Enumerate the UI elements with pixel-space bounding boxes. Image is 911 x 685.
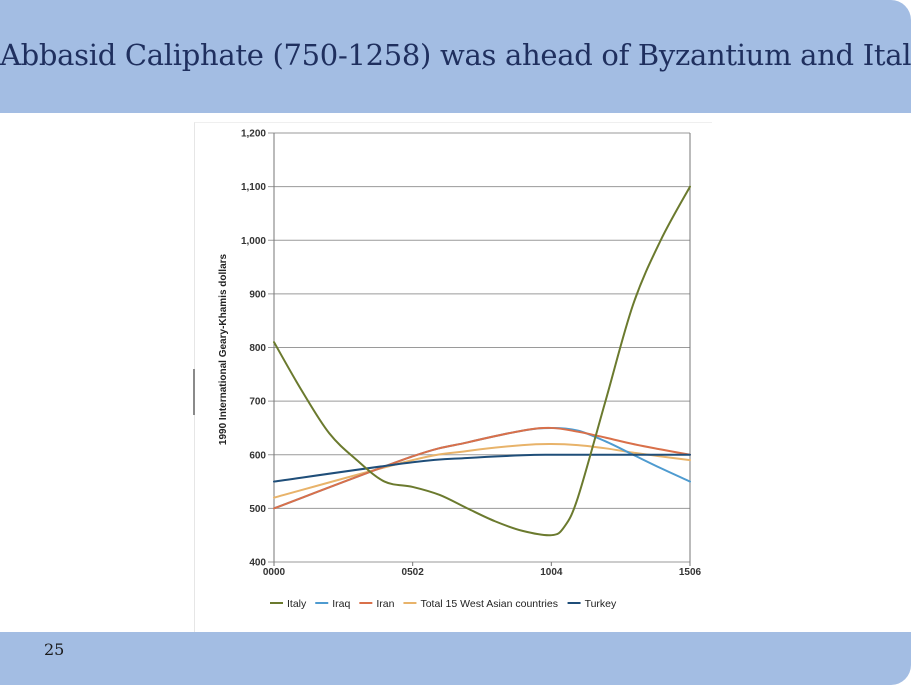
x-tick-label: 1004 — [540, 567, 563, 578]
chart-frame — [194, 122, 712, 633]
x-tick-label: 1506 — [679, 567, 702, 578]
y-axis-label: 1990 International Geary-Khamis dollars — [218, 253, 229, 445]
x-tick-label: 0502 — [402, 567, 425, 578]
series-line-iran — [273, 426, 691, 510]
y-tick-label: 900 — [249, 289, 266, 300]
title-bar — [0, 0, 911, 113]
y-tick-label: 700 — [249, 397, 266, 408]
divider-mark — [193, 369, 195, 415]
y-tick-label: 1,200 — [241, 129, 266, 140]
x-tick-label: 0000 — [263, 567, 286, 578]
legend-label: Iran — [376, 598, 394, 610]
legend-label: Italy — [287, 598, 307, 610]
legend-label: Turkey — [585, 598, 617, 610]
y-tick-label: 1,100 — [241, 182, 266, 193]
legend-label: Iraq — [332, 598, 350, 610]
y-tick-label: 500 — [249, 504, 266, 515]
footer-bar — [0, 632, 911, 685]
y-tick-label: 400 — [249, 558, 266, 569]
y-tick-label: 1,000 — [241, 236, 266, 247]
y-tick-label: 600 — [249, 450, 266, 461]
slide-title: Abbasid Caliphate (750-1258) was ahead o… — [0, 38, 911, 72]
series-line-italy — [273, 185, 691, 537]
series-line-turkey — [273, 453, 691, 483]
y-tick-label: 800 — [249, 343, 266, 354]
legend-label: Total 15 West Asian countries — [420, 598, 558, 610]
slide-number: 25 — [44, 640, 65, 659]
